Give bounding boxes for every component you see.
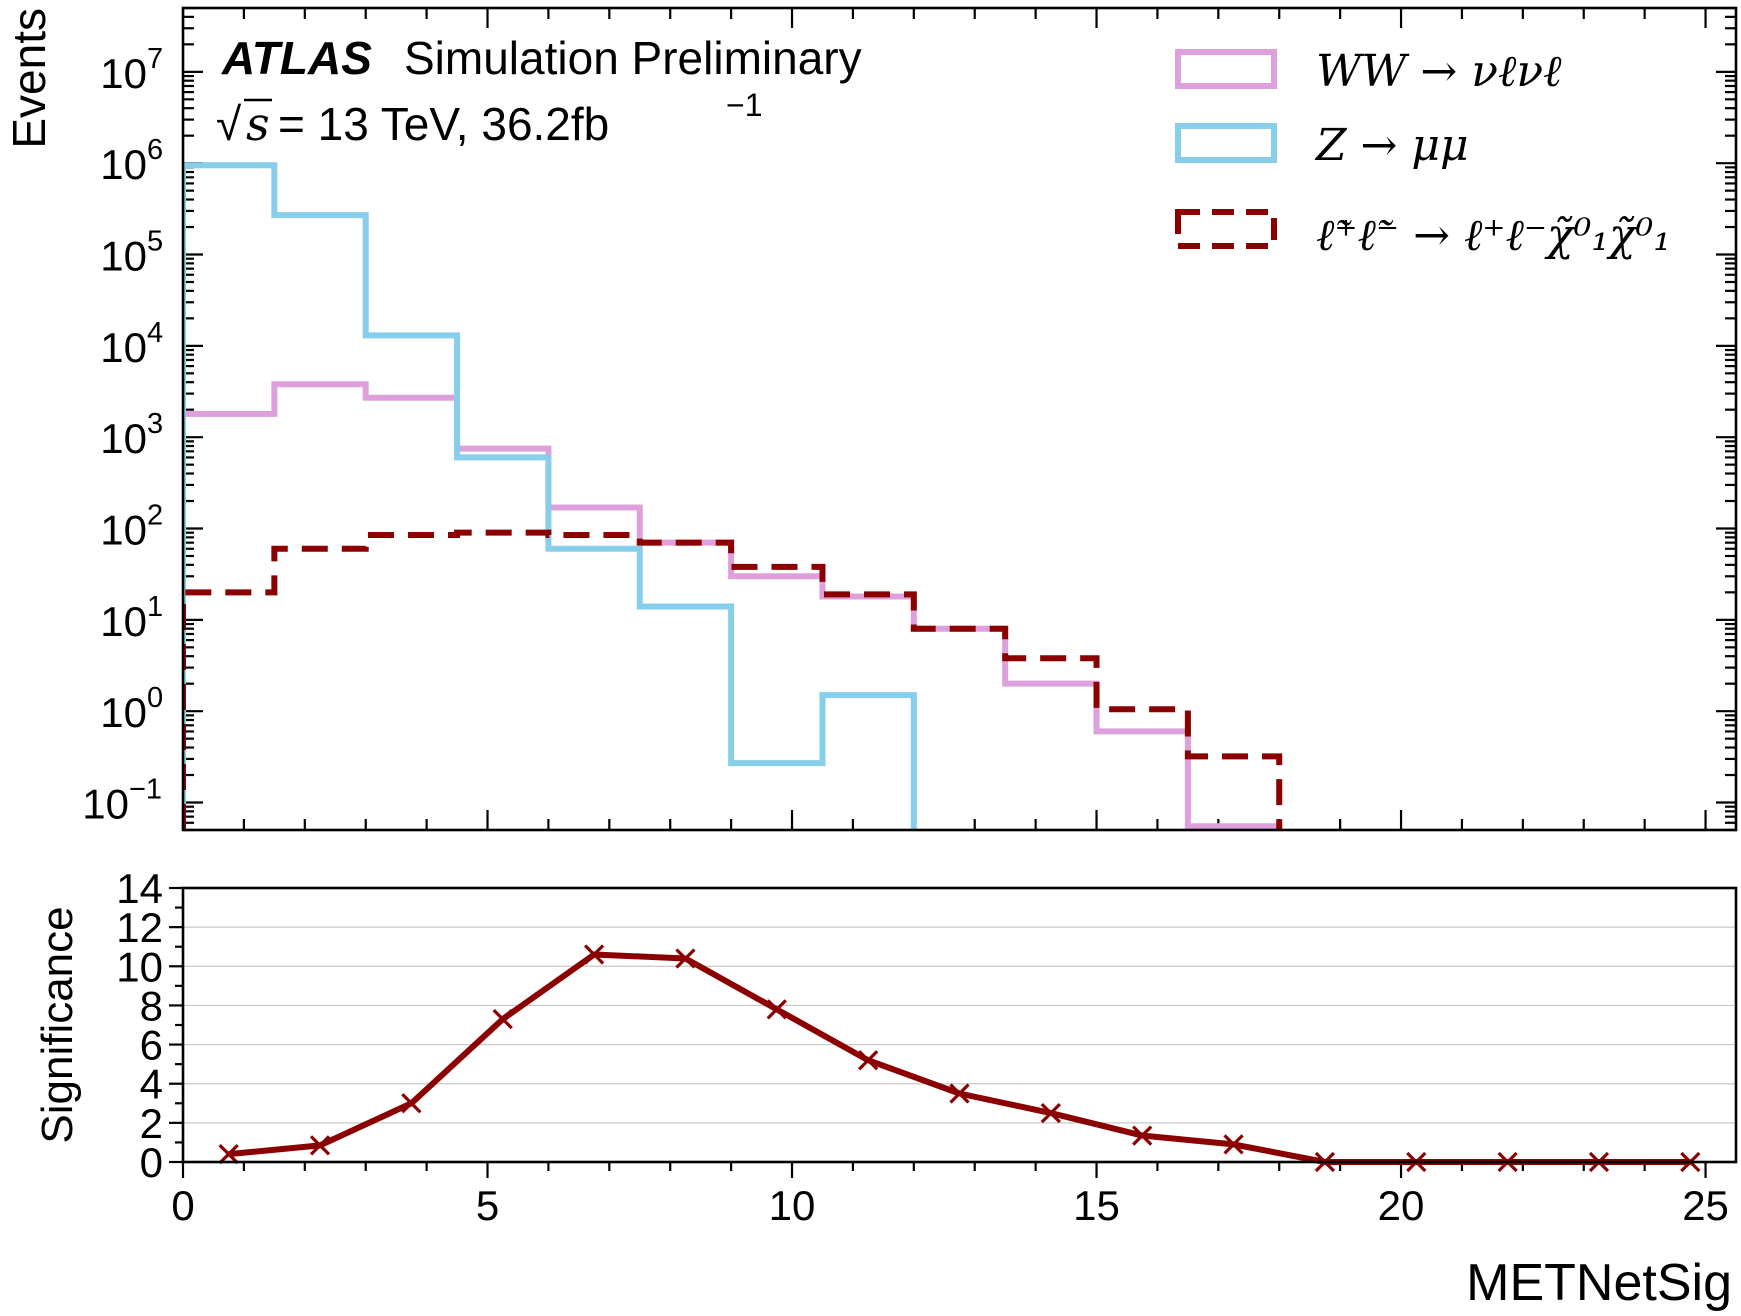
significance-marker bbox=[766, 999, 787, 1020]
simulation-preliminary-text: Simulation Preliminary bbox=[404, 32, 862, 84]
significance-marker bbox=[401, 1093, 422, 1114]
significance-marker bbox=[583, 944, 605, 965]
lower-y-tick-label: 14 bbox=[116, 865, 163, 912]
energy-lumi-text: = 13 TeV, 36.2fb bbox=[278, 98, 609, 150]
tick-label-base: 10 bbox=[100, 598, 147, 645]
energy-lumi-label: √ s = 13 TeV, 36.2fb −1 bbox=[216, 87, 762, 151]
tick-label-exponent: 0 bbox=[147, 682, 163, 714]
histogram-ww bbox=[183, 381, 1283, 830]
upper-plot-frame bbox=[181, 6, 1738, 832]
upper-y-tick-label: 10 1 bbox=[100, 591, 163, 645]
legend-label-signal: ℓ̃⁺ℓ̃⁻ → ℓ⁺ℓ⁻χ̃⁰₁χ̃⁰₁ bbox=[1316, 210, 1671, 261]
tick-label-exponent: 3 bbox=[147, 408, 163, 440]
x-tick-label: 5 bbox=[476, 1182, 499, 1229]
sqrt-symbol: √ bbox=[216, 98, 242, 150]
significance-marker bbox=[675, 948, 696, 969]
upper-y-tick-label: 10 6 bbox=[100, 134, 163, 188]
significance-marker bbox=[218, 1144, 239, 1165]
tick-label-base: 10 bbox=[100, 415, 147, 462]
upper-y-tick-label: 10 4 bbox=[100, 317, 163, 371]
tick-label-exponent: 7 bbox=[147, 43, 163, 75]
x-tick-label: 15 bbox=[1073, 1182, 1120, 1229]
histogram-signal bbox=[183, 529, 1283, 830]
lower-plot-frame bbox=[181, 886, 1738, 1164]
significance-marker bbox=[949, 1083, 970, 1104]
significance-marker bbox=[1223, 1134, 1244, 1155]
x-tick-label: 10 bbox=[769, 1182, 816, 1229]
lower-y-tick-label: 8 bbox=[140, 982, 163, 1029]
tick-label-exponent: 1 bbox=[147, 591, 163, 623]
legend-label-z: Z → μμ bbox=[1314, 120, 1469, 171]
legend-entry-signal: ℓ̃⁺ℓ̃⁻ → ℓ⁺ℓ⁻χ̃⁰₁χ̃⁰₁ bbox=[1175, 209, 1671, 261]
tick-label-exponent: 4 bbox=[147, 317, 163, 349]
significance-curve bbox=[218, 944, 1701, 1173]
legend-swatch-signal bbox=[1175, 209, 1277, 249]
lower-y-tick-label: 10 bbox=[116, 943, 163, 990]
tick-label-exponent: 6 bbox=[147, 134, 163, 166]
upper-y-axis-label: Events bbox=[3, 8, 55, 149]
legend-entry-z: Z → μμ bbox=[1175, 120, 1469, 171]
lower-y-tick-label: 12 bbox=[116, 904, 163, 951]
lower-y-axis-label: Significance bbox=[33, 906, 82, 1143]
tick-label-base: 10 bbox=[100, 507, 147, 554]
upper-y-tick-label: 10 2 bbox=[100, 500, 163, 554]
upper-histograms bbox=[183, 162, 1283, 830]
upper-y-tick-label: 10 5 bbox=[100, 226, 163, 280]
atlas-logo-text: ATLAS bbox=[221, 32, 372, 84]
tick-label-exponent: −1 bbox=[129, 774, 162, 806]
x-axis-label: METNetSig bbox=[1466, 1254, 1732, 1312]
upper-y-tick-label: 10 3 bbox=[100, 408, 163, 462]
tick-label-base: 10 bbox=[100, 50, 147, 97]
upper-y-tick-label: 10 −1 bbox=[82, 774, 162, 828]
lower-y-tick-label: 6 bbox=[140, 1022, 163, 1069]
lower-y-tick-label: 2 bbox=[140, 1100, 163, 1147]
significance-line bbox=[228, 951, 1691, 1165]
x-tick-label: 25 bbox=[1682, 1182, 1729, 1229]
sqrt-s: s bbox=[246, 97, 270, 151]
lower-y-tick-label: 0 bbox=[140, 1139, 163, 1186]
upper-y-tick-label: 10 0 bbox=[100, 682, 163, 736]
lower-grid bbox=[183, 926, 1736, 1124]
legend-swatch-z bbox=[1175, 123, 1277, 163]
legend-label-ww: WW → νℓνℓ bbox=[1316, 46, 1562, 97]
legend-entry-ww: WW → νℓνℓ bbox=[1175, 46, 1562, 97]
x-tick-labels: 0 5 10 15 20 25 bbox=[171, 1182, 1729, 1229]
lower-y-tick-label: 4 bbox=[140, 1061, 163, 1108]
tick-label-base: 10 bbox=[100, 141, 147, 188]
legend: WW → νℓνℓ Z → μμ ℓ̃⁺ℓ̃⁻ → ℓ⁺ℓ⁻χ̃⁰₁χ̃⁰₁ bbox=[1175, 46, 1671, 261]
tick-label-exponent: 5 bbox=[147, 226, 163, 258]
x-tick-label: 20 bbox=[1378, 1182, 1425, 1229]
lumi-exponent: −1 bbox=[726, 87, 762, 123]
tick-label-base: 10 bbox=[100, 689, 147, 736]
tick-label-base: 10 bbox=[100, 324, 147, 371]
significance-marker bbox=[858, 1050, 879, 1071]
significance-marker bbox=[1040, 1102, 1061, 1124]
significance-marker bbox=[492, 1008, 513, 1030]
lower-axis-ticks bbox=[169, 886, 1707, 1178]
x-tick-label: 0 bbox=[171, 1182, 194, 1229]
significance-marker bbox=[309, 1135, 331, 1156]
histogram-z bbox=[183, 162, 917, 830]
atlas-label: ATLAS Simulation Preliminary bbox=[221, 32, 862, 84]
upper-axis-ticks bbox=[181, 6, 1736, 832]
tick-label-base: 10 bbox=[82, 781, 129, 828]
legend-swatch-ww bbox=[1175, 49, 1277, 89]
tick-label-exponent: 2 bbox=[147, 500, 163, 532]
significance-marker bbox=[1132, 1125, 1153, 1146]
upper-y-tick-label: 10 7 bbox=[100, 43, 163, 97]
tick-label-base: 10 bbox=[100, 233, 147, 280]
